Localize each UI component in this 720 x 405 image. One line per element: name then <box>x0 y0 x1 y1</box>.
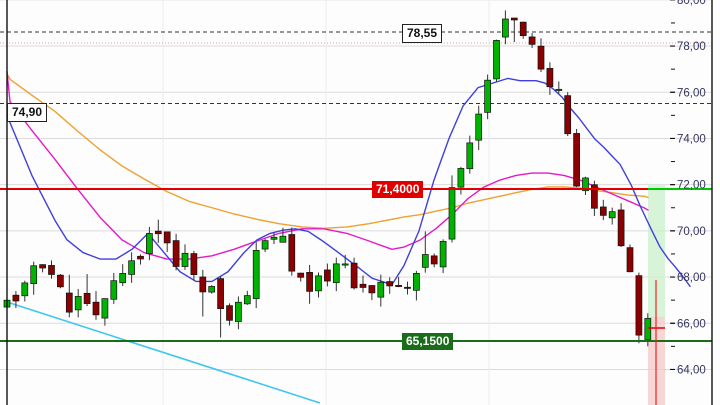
svg-text:64,00: 64,00 <box>677 364 706 376</box>
svg-text:78,00: 78,00 <box>677 41 706 53</box>
svg-text:72,00: 72,00 <box>677 180 706 192</box>
svg-text:68,00: 68,00 <box>677 272 706 284</box>
svg-text:74,00: 74,00 <box>677 133 706 145</box>
svg-text:80,00: 80,00 <box>677 0 706 7</box>
svg-text:66,00: 66,00 <box>677 318 706 330</box>
svg-text:76,00: 76,00 <box>677 87 706 99</box>
svg-text:70,00: 70,00 <box>677 226 706 238</box>
